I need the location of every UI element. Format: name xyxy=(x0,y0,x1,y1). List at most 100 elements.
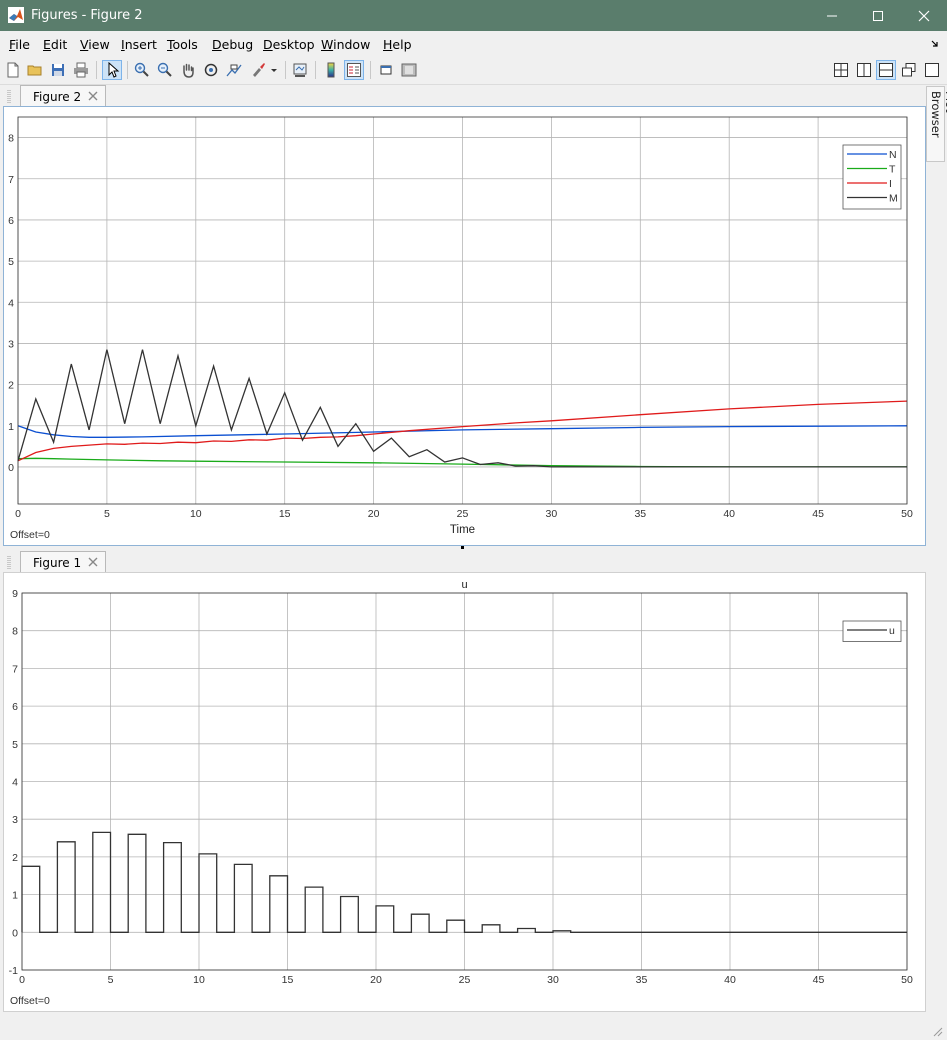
layout-left-right-button[interactable] xyxy=(854,60,874,80)
legend-label-u: u xyxy=(889,625,895,637)
data-cursor-button[interactable] xyxy=(224,60,244,80)
close-icon xyxy=(918,10,930,21)
drag-grip-icon[interactable] xyxy=(7,89,11,105)
layout-maximize-button[interactable] xyxy=(922,60,942,80)
toolbar-separator xyxy=(127,61,128,79)
menu-help[interactable]: Help xyxy=(383,37,412,52)
zoom-in-icon xyxy=(134,62,149,77)
hide-plot-tools-button[interactable] xyxy=(376,60,396,80)
zoom-out-icon xyxy=(157,62,172,77)
dock-arrow-icon[interactable] xyxy=(930,39,940,49)
x-tick-label: 30 xyxy=(546,508,558,520)
close-button[interactable] xyxy=(901,0,947,31)
zoom-in-button[interactable] xyxy=(132,60,152,80)
open-folder-icon xyxy=(27,65,42,76)
edit-plot-button[interactable] xyxy=(102,60,122,80)
close-tab-icon[interactable] xyxy=(87,556,99,568)
tab-figure-1-label: Figure 1 xyxy=(33,556,82,570)
link-plot-button[interactable] xyxy=(290,60,310,80)
save-button[interactable] xyxy=(48,60,68,80)
dropdown-arrow-icon xyxy=(271,69,277,72)
link-plot-icon xyxy=(293,63,307,77)
toolbar-separator xyxy=(285,61,286,79)
resize-grip-icon[interactable] xyxy=(932,1026,944,1038)
minimize-button[interactable] xyxy=(809,0,855,31)
legend-label-M: M xyxy=(889,193,898,205)
rotate-3d-button[interactable] xyxy=(201,60,221,80)
x-tick-label: 40 xyxy=(723,508,735,520)
drag-grip-icon[interactable] xyxy=(7,555,11,571)
tab-figure-1[interactable]: Figure 1 xyxy=(20,551,106,573)
menu-desktop[interactable]: Desktop xyxy=(263,37,315,52)
save-icon xyxy=(52,64,64,76)
legend-label-T: T xyxy=(889,164,896,176)
layout-floating-button[interactable] xyxy=(899,60,919,80)
x-tick-label: 15 xyxy=(282,974,294,986)
window-title: Figures - Figure 2 xyxy=(31,8,143,23)
maximize-button[interactable] xyxy=(855,0,901,31)
menu-debug[interactable]: Debug xyxy=(212,37,254,52)
pan-button[interactable] xyxy=(178,60,198,80)
y-tick-label: 6 xyxy=(8,215,14,227)
y-tick-label: 9 xyxy=(12,588,18,600)
close-tab-icon[interactable] xyxy=(87,90,99,102)
y-tick-label: 1 xyxy=(8,421,14,433)
colorbar-icon xyxy=(327,62,335,78)
y-tick-label: 8 xyxy=(8,133,14,145)
menu-view[interactable]: View xyxy=(80,37,110,52)
chart-title: u xyxy=(461,579,467,591)
series-line-u xyxy=(21,831,907,933)
print-button[interactable] xyxy=(71,60,91,80)
figure-1-offset: Offset=0 xyxy=(10,995,50,1007)
y-tick-label: 8 xyxy=(12,626,18,638)
new-figure-button[interactable] xyxy=(3,60,23,80)
insert-colorbar-button[interactable] xyxy=(321,60,341,80)
series-line-N xyxy=(17,425,908,438)
splitter-handle[interactable] xyxy=(461,546,464,549)
figure-2-offset: Offset=0 xyxy=(10,529,50,541)
brush-dropdown[interactable] xyxy=(268,60,280,80)
x-tick-label: 50 xyxy=(901,508,913,520)
toolbar-separator xyxy=(96,61,97,79)
open-file-button[interactable] xyxy=(25,60,45,80)
x-tick-label: 30 xyxy=(547,974,559,986)
show-plot-tools-button[interactable] xyxy=(399,60,419,80)
layout-tile-button[interactable] xyxy=(831,60,851,80)
menu-insert[interactable]: Insert xyxy=(121,37,157,52)
menu-file[interactable]: File xyxy=(9,37,30,52)
tab-figure-2[interactable]: Figure 2 xyxy=(20,85,106,107)
x-tick-label: 25 xyxy=(457,508,469,520)
x-axis-label: Time xyxy=(450,524,475,536)
x-tick-label: 20 xyxy=(368,508,380,520)
axes-box xyxy=(21,592,908,971)
plot-browser-tab[interactable]: Plot Browser xyxy=(926,86,947,162)
y-tick-label: 7 xyxy=(8,174,14,186)
y-tick-label: 7 xyxy=(12,663,18,675)
brush-icon xyxy=(253,63,265,77)
x-tick-label: 35 xyxy=(636,974,648,986)
x-tick-label: 5 xyxy=(108,974,114,986)
split-vertical-icon xyxy=(857,63,871,77)
menu-edit[interactable]: Edit xyxy=(43,37,68,52)
x-tick-label: 40 xyxy=(724,974,736,986)
y-tick-label: 0 xyxy=(8,462,14,474)
x-tick-label: 35 xyxy=(634,508,646,520)
toolbar xyxy=(0,56,947,85)
y-tick-label: 6 xyxy=(12,701,18,713)
insert-legend-button[interactable] xyxy=(344,60,364,80)
legend-box xyxy=(842,620,902,642)
maximize-panel-icon xyxy=(925,63,939,77)
y-tick-label: 5 xyxy=(8,256,14,268)
layout-top-bottom-button[interactable] xyxy=(876,60,896,80)
brush-button[interactable] xyxy=(248,60,268,80)
toolbar-separator xyxy=(315,61,316,79)
menu-tools[interactable]: Tools xyxy=(167,37,198,52)
legend-label-N: N xyxy=(889,149,897,161)
minimize-icon xyxy=(827,15,837,16)
menu-window[interactable]: Window xyxy=(321,37,371,52)
zoom-out-button[interactable] xyxy=(155,60,175,80)
grid-layout-icon xyxy=(834,63,848,77)
figure-1-panel: 0 5 10 15 20 25 30 35 40 45 50 -1 0 1 2 3 4 5 6 7 8 9 u u Offse… xyxy=(3,572,926,1012)
